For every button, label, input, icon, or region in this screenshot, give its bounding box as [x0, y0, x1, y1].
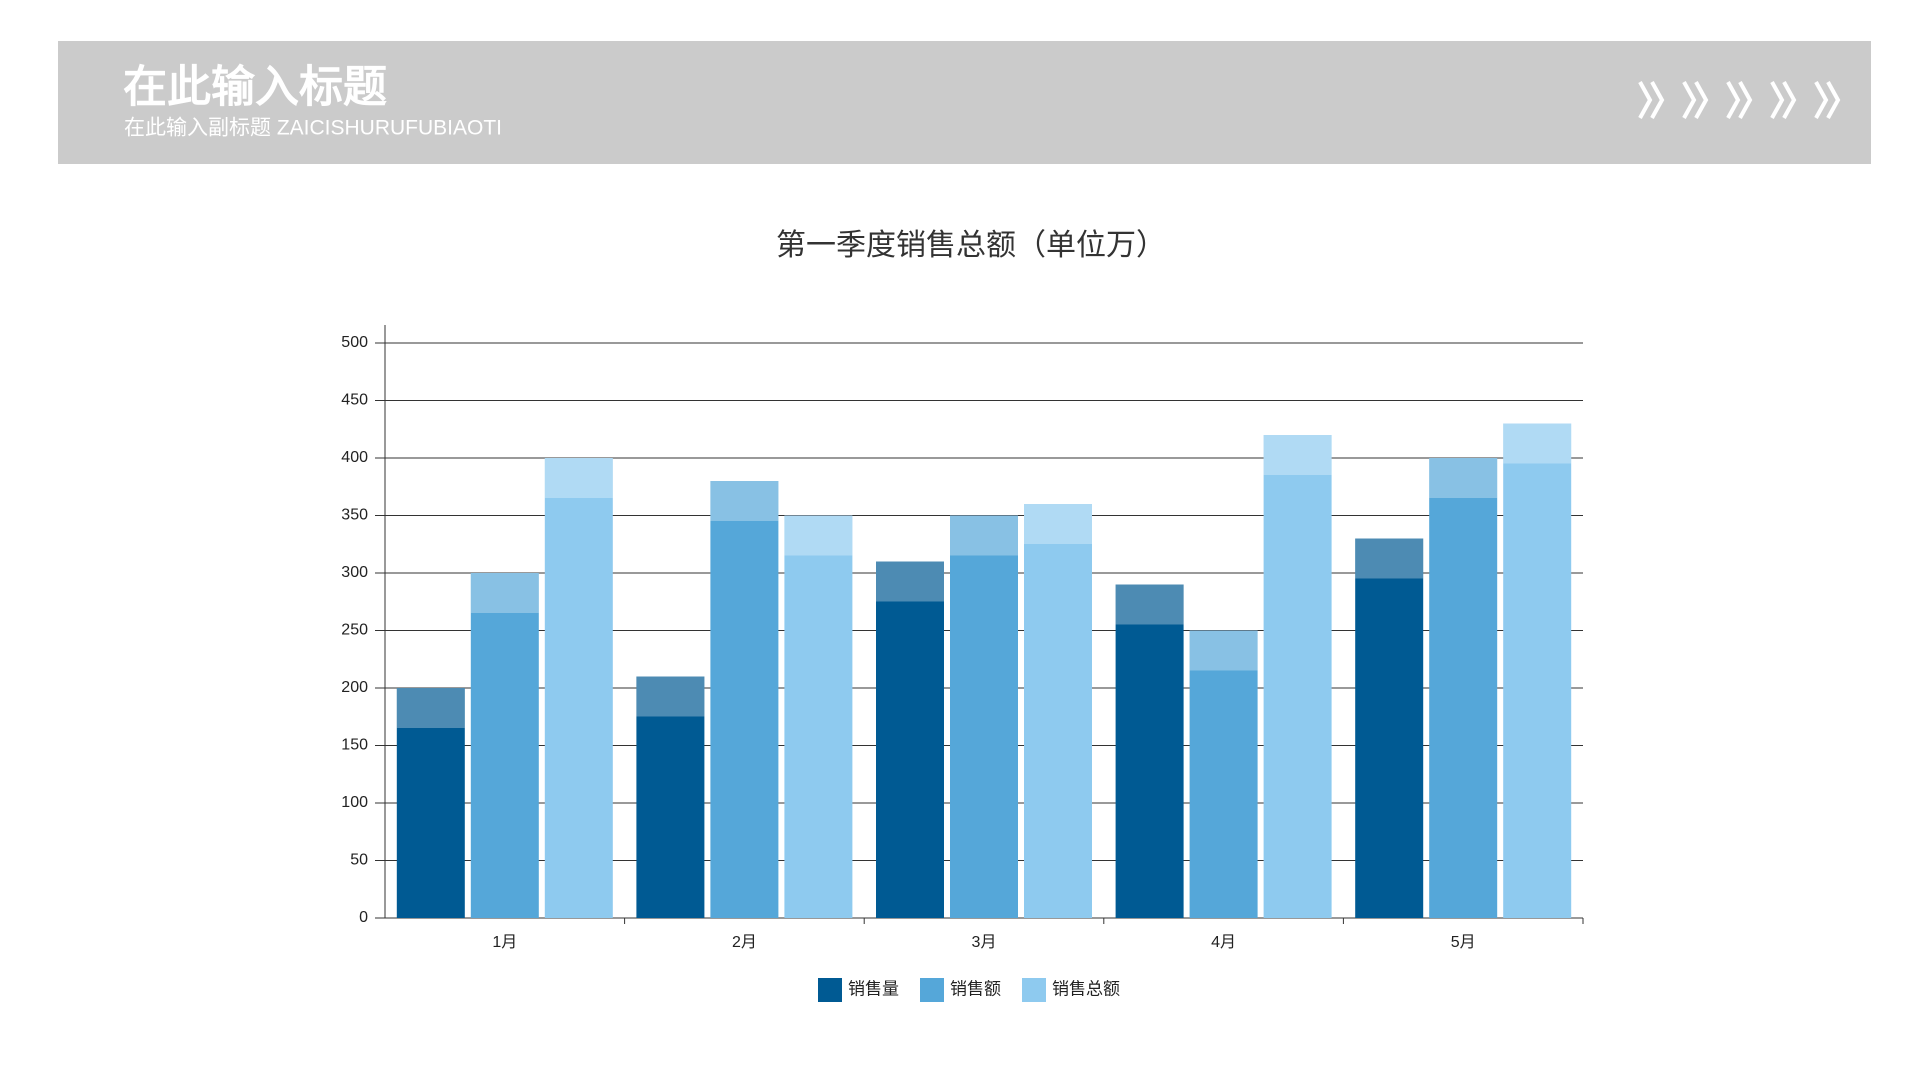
legend-label: 销售额 — [950, 979, 1001, 998]
x-tick-label: 2月 — [732, 934, 757, 951]
bar — [396, 688, 465, 918]
header-subtitle: 在此输入副标题 ZAICISHURUFUBIAOTI — [124, 117, 502, 140]
legend-swatch — [920, 978, 944, 1002]
header-band — [58, 41, 1871, 164]
bar — [1189, 630, 1258, 918]
chart-title: 第一季度销售总额（单位万） — [776, 229, 1166, 262]
bar — [1263, 435, 1332, 918]
bar-highlight — [784, 515, 853, 556]
y-tick-label: 250 — [341, 622, 368, 639]
bar-highlight — [876, 561, 944, 602]
bar — [1115, 584, 1184, 918]
bar-highlight — [1263, 435, 1332, 475]
bar-highlight — [1429, 458, 1498, 498]
y-tick-label: 100 — [341, 794, 368, 811]
header-title: 在此输入标题 — [123, 63, 387, 112]
bar — [470, 573, 539, 918]
y-tick-label: 50 — [350, 852, 368, 869]
legend-label: 销售量 — [848, 979, 899, 998]
y-tick-label: 300 — [341, 564, 368, 581]
y-tick-label: 0 — [359, 909, 368, 926]
bar-highlight — [396, 688, 465, 728]
legend-swatch — [818, 978, 842, 1002]
y-tick-label: 200 — [341, 679, 368, 696]
bar-highlight — [1189, 630, 1258, 671]
bar-highlight — [636, 676, 705, 717]
bar-highlight — [544, 458, 613, 498]
bar — [784, 515, 853, 918]
y-tick-label: 450 — [341, 392, 368, 409]
legend-label: 销售总额 — [1052, 979, 1120, 998]
bar-highlight — [1115, 584, 1184, 625]
x-tick-label: 4月 — [1211, 934, 1236, 951]
bar-highlight — [1024, 504, 1092, 544]
y-tick-label: 350 — [341, 507, 368, 524]
bar-highlight — [1355, 538, 1424, 579]
x-tick-label: 1月 — [492, 934, 517, 951]
bar-highlight — [950, 515, 1018, 556]
chevrons — [1638, 81, 1841, 119]
y-tick-label: 500 — [341, 334, 368, 351]
bar — [1024, 504, 1092, 918]
bar — [1429, 458, 1498, 918]
legend-swatch — [1022, 978, 1046, 1002]
bar-highlight — [470, 573, 539, 613]
bar — [636, 676, 705, 918]
y-tick-label: 150 — [341, 737, 368, 754]
x-tick-label: 3月 — [972, 934, 997, 951]
x-tick-label: 5月 — [1451, 934, 1476, 951]
bar — [876, 561, 944, 918]
bar — [544, 458, 613, 918]
bar — [1355, 538, 1424, 918]
bar-highlight — [1503, 423, 1572, 464]
bar-highlight — [710, 481, 779, 521]
bar — [950, 515, 1018, 918]
bar — [1503, 423, 1572, 918]
bar — [710, 481, 779, 918]
y-tick-label: 400 — [341, 449, 368, 466]
